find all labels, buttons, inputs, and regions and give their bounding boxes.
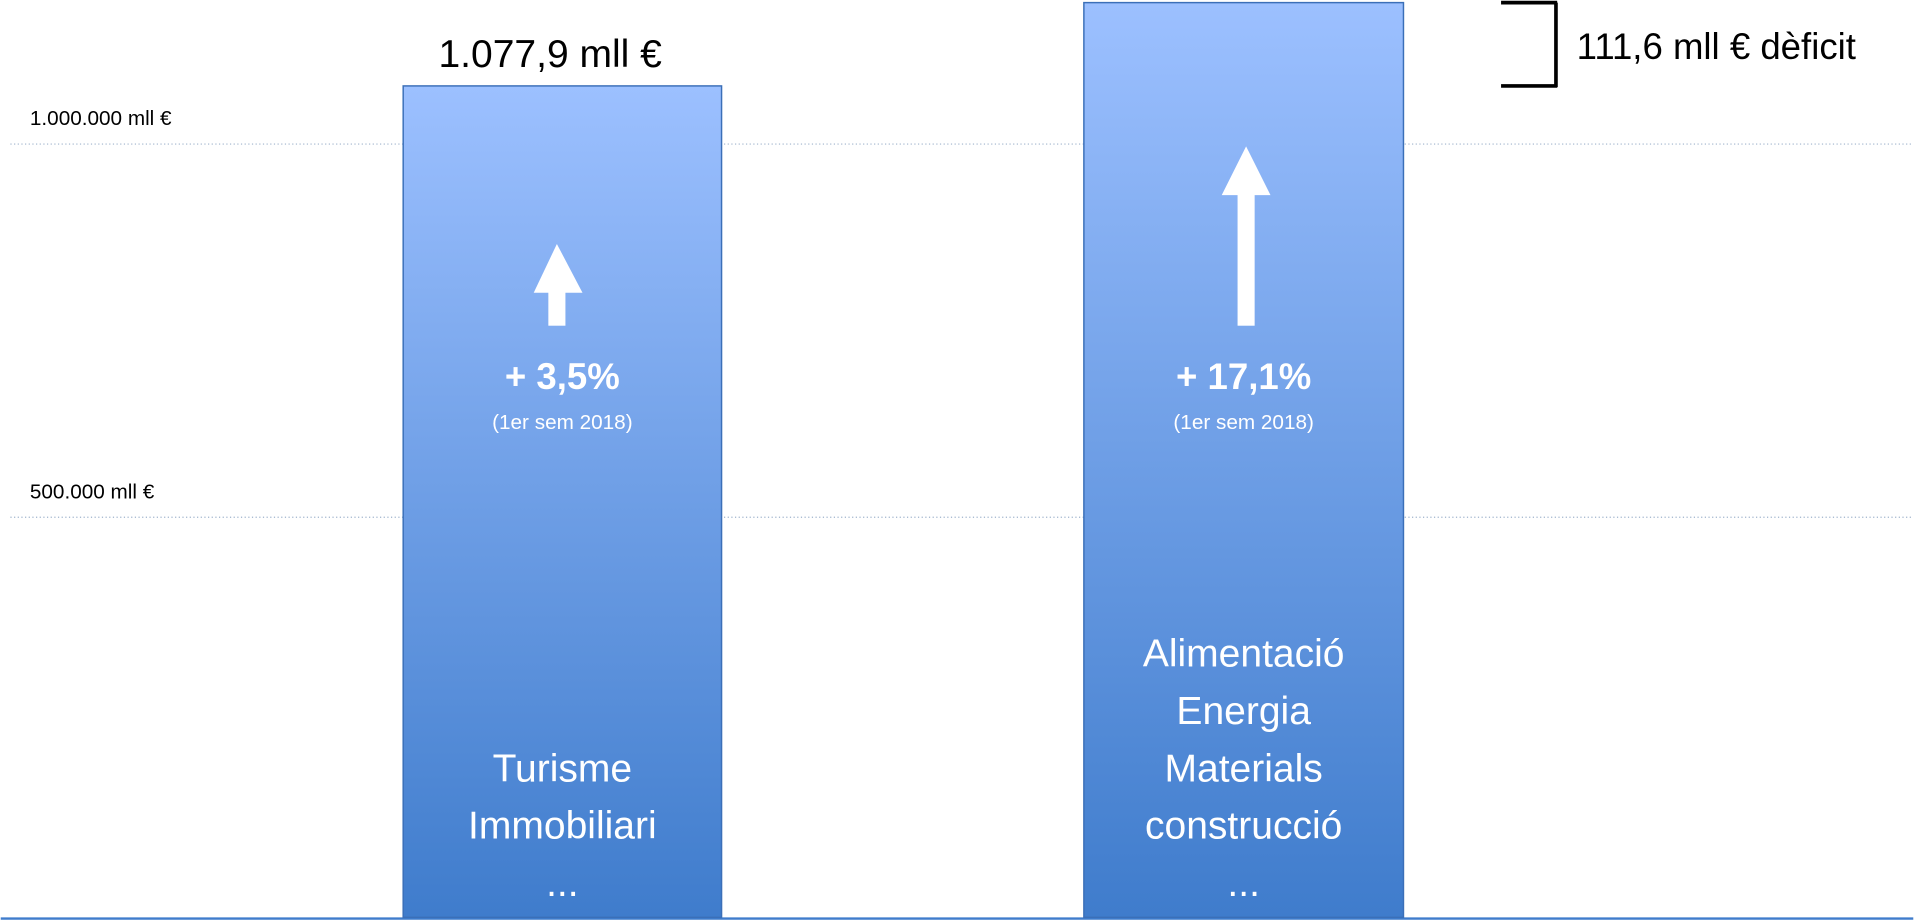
category-label: ... [546, 862, 579, 905]
category-label: Materials [1165, 747, 1323, 790]
value-label: 1.077,9 mll € [438, 33, 662, 76]
arrow-head [1221, 146, 1271, 196]
period-label: (1er sem 2018) [1173, 411, 1314, 434]
category-label: construcció [1145, 805, 1342, 848]
category-label: Immobiliari [468, 805, 657, 848]
category-label: Alimentació [1143, 633, 1345, 676]
category-label: ... [1227, 862, 1260, 905]
annotation: 111,6 mll € dèficit [1577, 26, 1856, 67]
arrow-shaft [1237, 192, 1255, 326]
growth-label: + 3,5% [505, 356, 620, 397]
growth-label: + 17,1% [1176, 356, 1311, 397]
y-tick-label: 1.000.000 mll € [30, 107, 172, 130]
arrow-shaft [548, 290, 566, 326]
category-label: Energia [1176, 690, 1311, 733]
arrow-head [533, 243, 583, 293]
category-label: Turisme [493, 747, 632, 790]
period-label: (1er sem 2018) [492, 411, 632, 434]
y-tick-label: 500.000 mll € [30, 480, 155, 503]
bar [402, 85, 723, 919]
